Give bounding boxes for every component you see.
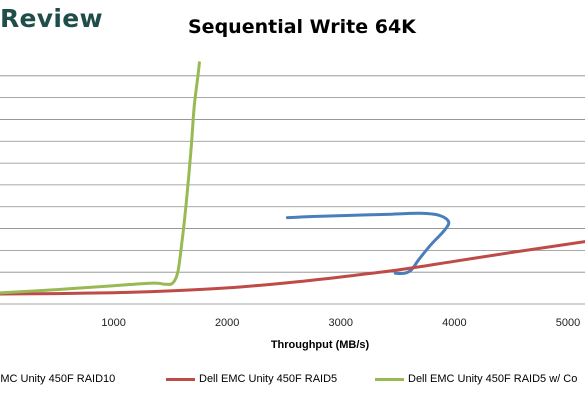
x-tick-label: 1000 (101, 317, 125, 329)
legend-label-raid10: EMC Unity 450F RAID10 (0, 373, 116, 385)
chart-title: Sequential Write 64K (188, 16, 416, 38)
x-tick-label: 4000 (442, 317, 466, 329)
legend-item-raid5-compression: Dell EMC Unity 450F RAID5 w/ Co (375, 373, 577, 385)
legend-swatch-raid5-compression (375, 377, 404, 381)
legend-item-raid5: Dell EMC Unity 450F RAID5 (166, 373, 337, 385)
series-line-raid5 (0, 240, 585, 296)
series-line-raid5-compression (0, 61, 201, 295)
logo-text: Review (0, 4, 103, 33)
legend-label-raid5-compression: Dell EMC Unity 450F RAID5 w/ Co (408, 373, 578, 385)
legend: EMC Unity 450F RAID10 Dell EMC Unity 450… (0, 373, 585, 391)
legend-label-raid5: Dell EMC Unity 450F RAID5 (199, 373, 338, 385)
x-tick-label: 5000 (556, 317, 580, 329)
x-tick-label: 3000 (329, 317, 353, 329)
series-line-raid10 (285, 211, 451, 276)
x-axis-title: Throughput (MB/s) (271, 339, 370, 351)
x-tick-labels: 1000 2000 3000 4000 5000 (101, 317, 580, 329)
legend-item-raid10: EMC Unity 450F RAID10 (0, 373, 115, 385)
series-lines (0, 61, 585, 296)
gridlines (0, 75, 585, 305)
legend-swatch-raid5 (166, 377, 195, 381)
x-tick-label: 2000 (215, 317, 239, 329)
